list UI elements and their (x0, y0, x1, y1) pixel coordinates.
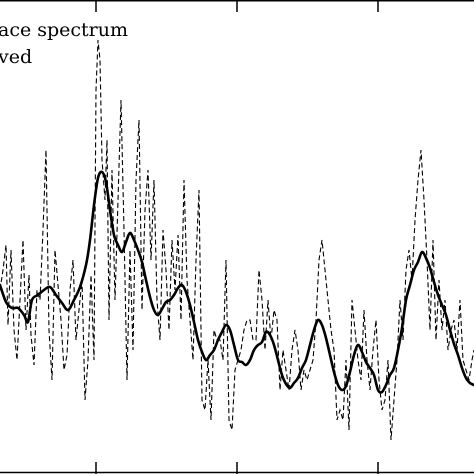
legend: ace spectrum ved (0, 19, 128, 68)
series-line-ace-spectrum (0, 39, 474, 441)
series-line-ved (0, 170, 474, 394)
legend-entry-1: ace spectrum (0, 19, 128, 41)
tick-marks (95, 0, 379, 474)
legend-entry-2: ved (0, 46, 32, 68)
